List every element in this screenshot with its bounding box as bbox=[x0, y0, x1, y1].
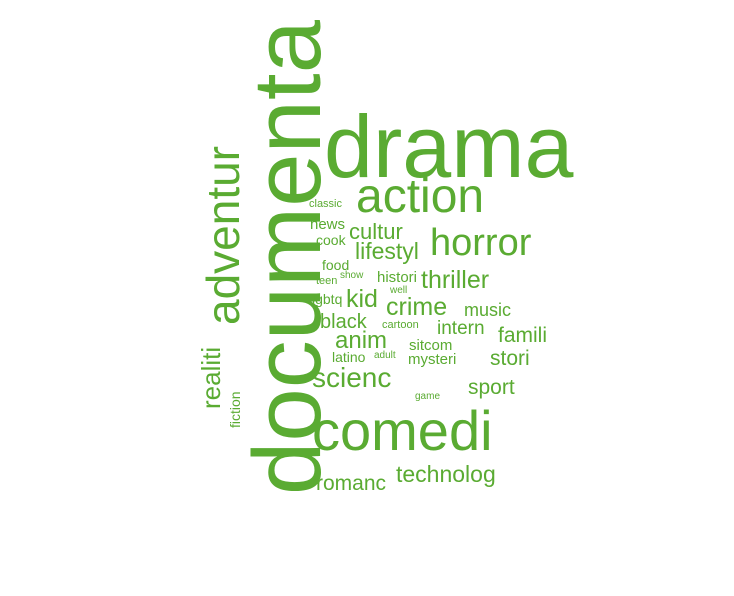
word-stori: stori bbox=[490, 347, 530, 370]
word-histori: histori bbox=[377, 269, 418, 286]
word-food: food bbox=[322, 257, 350, 273]
word-intern: intern bbox=[437, 318, 485, 339]
word-teen: teen bbox=[316, 275, 338, 287]
word-romanc: romanc bbox=[316, 472, 387, 495]
word-adult: adult bbox=[374, 350, 396, 361]
word-fiction: fiction bbox=[227, 391, 243, 428]
word-music: music bbox=[464, 300, 512, 320]
word-mysteri: mysteri bbox=[408, 351, 457, 368]
word-well: well bbox=[390, 285, 408, 296]
word-lifestyl: lifestyl bbox=[355, 238, 419, 264]
word-scienc: scienc bbox=[312, 362, 392, 393]
word-sitcom: sitcom bbox=[409, 337, 453, 354]
word-classic: classic bbox=[309, 198, 343, 210]
word-crime: crime bbox=[386, 293, 448, 321]
word-black: black bbox=[320, 311, 367, 333]
word-game: game bbox=[415, 391, 441, 402]
word-latino: latino bbox=[332, 349, 366, 365]
word-comedi: comedi bbox=[312, 399, 493, 462]
word-realiti: realiti bbox=[196, 346, 226, 409]
word-cultur: cultur bbox=[349, 219, 403, 244]
word-thriller: thriller bbox=[421, 266, 490, 294]
word-show: show bbox=[340, 270, 364, 281]
word-horror: horror bbox=[430, 222, 532, 264]
word-kid: kid bbox=[346, 285, 378, 313]
word-technolog: technolog bbox=[396, 461, 496, 487]
word-cartoon: cartoon bbox=[382, 319, 419, 331]
word-drama: drama bbox=[324, 97, 574, 196]
word-adventur: adventur bbox=[197, 145, 249, 325]
word-famili: famili bbox=[498, 324, 548, 347]
word-news: news bbox=[310, 216, 346, 233]
word-sport: sport bbox=[468, 376, 515, 399]
word-cook: cook bbox=[316, 232, 346, 248]
word-anim: anim bbox=[335, 327, 388, 354]
word-lgbtq: lgbtq bbox=[312, 291, 343, 307]
word-action: action bbox=[356, 170, 485, 223]
